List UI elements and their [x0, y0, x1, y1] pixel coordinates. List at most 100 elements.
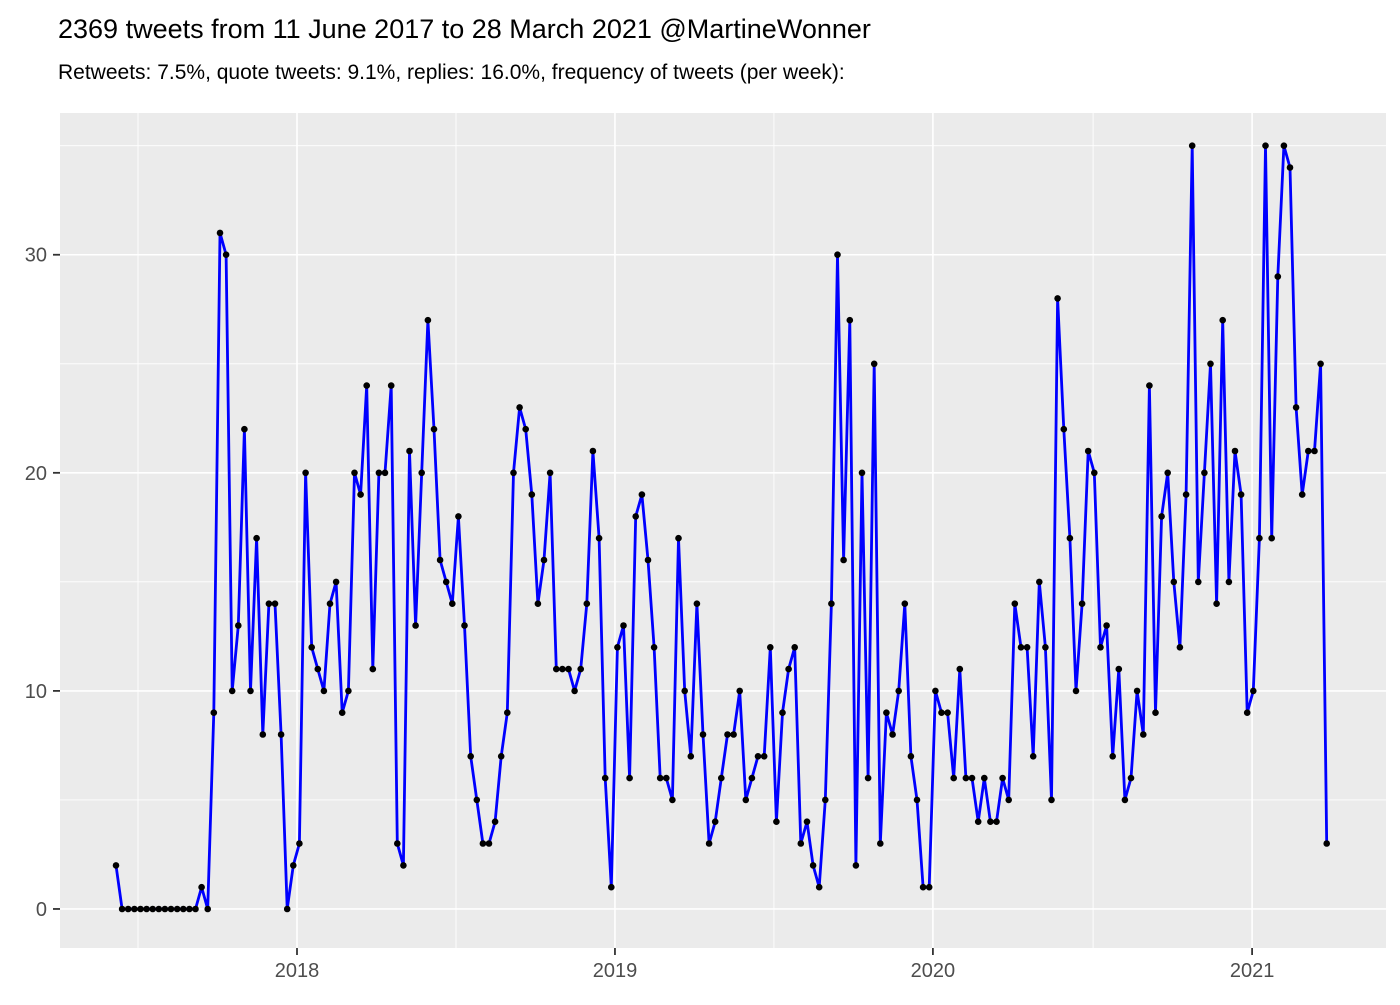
x-tick-label: 2020	[911, 960, 956, 982]
data-point	[1195, 578, 1202, 586]
data-point	[932, 687, 939, 695]
data-point	[693, 600, 701, 607]
data-point	[1170, 578, 1178, 586]
data-point	[406, 447, 413, 455]
data-point	[803, 818, 811, 825]
data-point	[675, 534, 682, 542]
data-point	[400, 862, 407, 869]
axis-ticks	[53, 253, 1253, 955]
data-point	[785, 665, 792, 673]
data-point	[656, 774, 664, 782]
data-point	[418, 469, 426, 477]
data-point	[1078, 600, 1086, 607]
data-point	[968, 774, 976, 782]
data-point	[375, 469, 383, 477]
data-point	[149, 905, 156, 913]
data-point	[351, 469, 358, 477]
data-point	[864, 774, 872, 782]
data-point	[724, 731, 731, 738]
data-point	[1231, 447, 1239, 455]
data-point	[345, 687, 352, 695]
data-point	[974, 818, 982, 825]
data-point	[1103, 622, 1110, 629]
data-point	[1323, 840, 1330, 847]
data-point	[1274, 273, 1282, 280]
data-point	[118, 905, 126, 913]
data-point	[277, 731, 285, 738]
data-point	[993, 818, 1000, 825]
data-point	[131, 905, 138, 913]
data-point	[436, 556, 444, 564]
data-point	[357, 491, 364, 498]
data-point	[1225, 578, 1233, 586]
data-point	[1243, 709, 1251, 716]
data-point	[302, 469, 309, 477]
data-point	[1140, 731, 1147, 738]
data-point	[363, 382, 371, 389]
data-point	[369, 665, 377, 673]
data-point	[919, 883, 927, 891]
data-point	[290, 862, 297, 869]
data-point	[1292, 404, 1300, 411]
data-point	[308, 644, 316, 651]
data-point	[754, 753, 762, 760]
data-point	[577, 665, 584, 673]
data-point	[1036, 578, 1043, 586]
data-point	[877, 840, 884, 847]
grid-minor	[60, 113, 1386, 948]
data-point	[222, 251, 230, 258]
chart-title: 2369 tweets from 11 June 2017 to 28 Marc…	[58, 14, 871, 44]
data-point	[1298, 491, 1306, 498]
data-points	[112, 142, 1330, 913]
data-point	[510, 469, 517, 477]
data-point	[1017, 644, 1025, 651]
data-point	[186, 905, 193, 913]
grid-major	[60, 113, 1386, 948]
data-point	[650, 644, 658, 651]
data-point	[1268, 534, 1275, 542]
data-point	[271, 600, 279, 607]
data-point	[1060, 425, 1068, 433]
data-point	[180, 905, 187, 913]
data-point	[681, 687, 688, 695]
data-point	[332, 578, 340, 586]
data-point	[338, 709, 346, 716]
data-point	[962, 774, 970, 782]
data-point	[907, 753, 915, 760]
data-point	[828, 600, 835, 607]
data-point	[1201, 469, 1208, 477]
data-point	[455, 513, 462, 520]
data-point	[718, 774, 725, 782]
data-point	[504, 709, 511, 716]
data-point	[314, 665, 322, 673]
data-point	[198, 883, 205, 891]
axis-labels: 0 10 20 30 2018 2019 2020 2021	[25, 245, 1275, 982]
data-point	[1109, 753, 1116, 760]
data-point	[1121, 796, 1129, 804]
data-point	[1262, 142, 1269, 149]
data-point	[1023, 644, 1031, 651]
data-point	[999, 774, 1006, 782]
data-point	[283, 905, 291, 913]
x-tick-label: 2021	[1230, 960, 1275, 982]
data-point	[247, 687, 254, 695]
data-point	[583, 600, 591, 607]
data-point	[632, 513, 639, 520]
data-point	[601, 774, 609, 782]
data-point	[1219, 316, 1226, 324]
data-point	[1097, 644, 1104, 651]
data-point	[773, 818, 780, 825]
data-point	[730, 731, 737, 738]
data-point	[1305, 447, 1312, 455]
data-point	[1146, 382, 1153, 389]
data-point	[1311, 447, 1318, 455]
data-point	[858, 469, 866, 477]
data-point	[1072, 687, 1080, 695]
data-point	[296, 840, 303, 847]
data-point	[1164, 469, 1171, 477]
data-point	[1084, 447, 1092, 455]
data-point	[381, 469, 389, 477]
data-point	[424, 316, 432, 324]
data-point	[137, 905, 144, 913]
